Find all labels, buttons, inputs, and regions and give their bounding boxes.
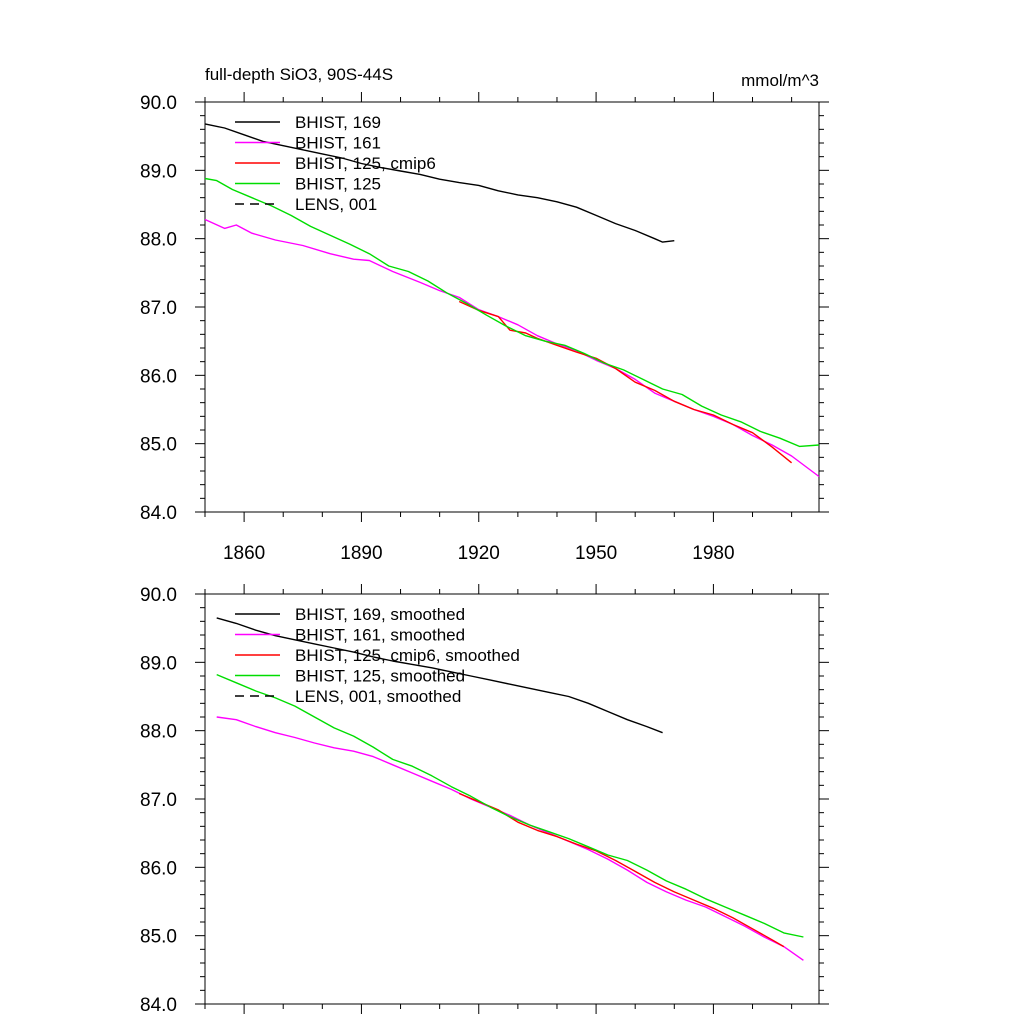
y-tick-label: 85.0 [140,927,177,948]
legend-label: BHIST, 169 [295,113,381,132]
series-line-bhist-125-smoothed [216,673,804,938]
x-tick-label: 1920 [458,543,500,564]
y-tick-label: 86.0 [140,858,177,879]
legend-label: BHIST, 125, cmip6, smoothed [295,646,520,665]
series-line-bhist-169-smoothed [216,617,663,734]
y-tick-label: 87.0 [140,298,177,319]
y-tick-label: 87.0 [140,790,177,811]
series-line-bhist-161 [204,218,820,478]
y-tick-label: 84.0 [140,995,177,1016]
y-tick-label: 89.0 [140,161,177,182]
series-line-bhist-161-smoothed [216,716,804,961]
y-tick-label: 85.0 [140,435,177,456]
legend-label: BHIST, 125 [295,175,381,194]
y-tick-label: 89.0 [140,653,177,674]
legend-label: LENS, 001, smoothed [295,687,461,706]
y-tick-label: 90.0 [140,93,177,114]
series-line-bhist-125-cmip6-smoothed [458,792,785,948]
y-tick-label: 90.0 [140,585,177,606]
x-tick-label: 1860 [223,543,265,564]
x-tick-label: 1950 [575,543,617,564]
units-label: mmol/m^3 [741,71,819,90]
series-line-bhist-125 [204,177,820,448]
legend-label: BHIST, 125, cmip6 [295,154,436,173]
legend-label: LENS, 001 [295,195,377,214]
legend-label: BHIST, 161, smoothed [295,626,465,645]
chart-title: full-depth SiO3, 90S-44S [205,65,393,84]
x-tick-label: 1980 [692,543,734,564]
legend-label: BHIST, 125, smoothed [295,667,465,686]
y-tick-label: 88.0 [140,722,177,743]
series-line-bhist-125-cmip6 [458,300,793,464]
legend-label: BHIST, 161 [295,134,381,153]
y-tick-label: 86.0 [140,366,177,387]
y-tick-label: 88.0 [140,230,177,251]
bottom-panel: 84.0 85.0 86.0 87.0 88.0 89.0 90.0 BHIST, 169, … [140,584,829,1016]
x-tick-label: 1890 [340,543,382,564]
top-panel: 1860 1890 1920 1950 1980 84.0 85.0 86.0 87.0 88.0… [140,92,829,564]
legend-label: BHIST, 169, smoothed [295,605,465,624]
y-tick-label: 84.0 [140,503,177,524]
series-line-bhist-169 [204,123,675,243]
